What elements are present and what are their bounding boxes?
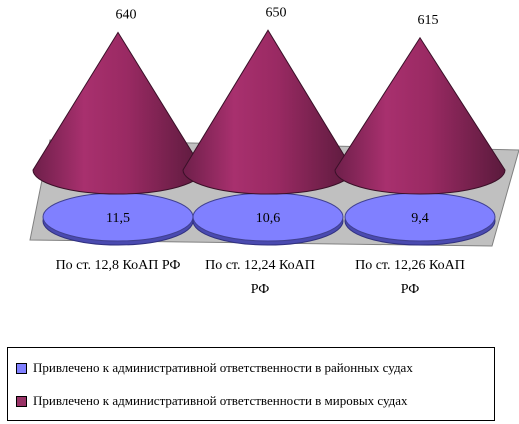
cone-world xyxy=(334,36,506,195)
category-label-line: По ст. 12,26 КоАП xyxy=(355,258,465,273)
data-label-world: 615 xyxy=(418,13,439,28)
cone-world xyxy=(182,29,354,195)
cone-world xyxy=(32,31,204,195)
data-label-district: 11,5 xyxy=(106,211,130,226)
data-label-world: 650 xyxy=(266,5,287,20)
legend-swatch-district xyxy=(16,362,27,374)
legend-label-district: Привлечено к административной ответствен… xyxy=(33,360,413,375)
data-label-district: 10,6 xyxy=(256,211,281,226)
world-series-layer xyxy=(32,29,506,195)
data-label-world: 640 xyxy=(116,7,137,22)
category-label-line: РФ xyxy=(251,282,270,297)
data-label-district: 9,4 xyxy=(411,211,429,226)
legend-label-world: Привлечено к административной ответствен… xyxy=(33,393,408,408)
category-label: По ст. 12,24 КоАП РФ xyxy=(205,258,315,297)
category-label: По ст. 12,26 КоАП РФ xyxy=(355,258,465,297)
legend-item-world: Привлечено к административной ответствен… xyxy=(16,393,408,409)
category-label-line: По ст. 12,8 КоАП РФ xyxy=(56,258,181,273)
category-label: По ст. 12,8 КоАП РФ xyxy=(56,258,181,273)
legend: Привлечено к административной ответствен… xyxy=(7,347,495,421)
category-label-line: РФ xyxy=(401,282,420,297)
data-label-layer: 11,5 10,6 9,4 640 650 615 xyxy=(106,5,438,226)
legend-item-district: Привлечено к административной ответствен… xyxy=(16,360,413,376)
category-label-layer: По ст. 12,8 КоАП РФ По ст. 12,24 КоАП РФПо… xyxy=(56,258,465,297)
category-label-line: По ст. 12,24 КоАП xyxy=(205,258,315,273)
district-series-layer xyxy=(42,192,496,246)
legend-swatch-world xyxy=(16,395,27,407)
